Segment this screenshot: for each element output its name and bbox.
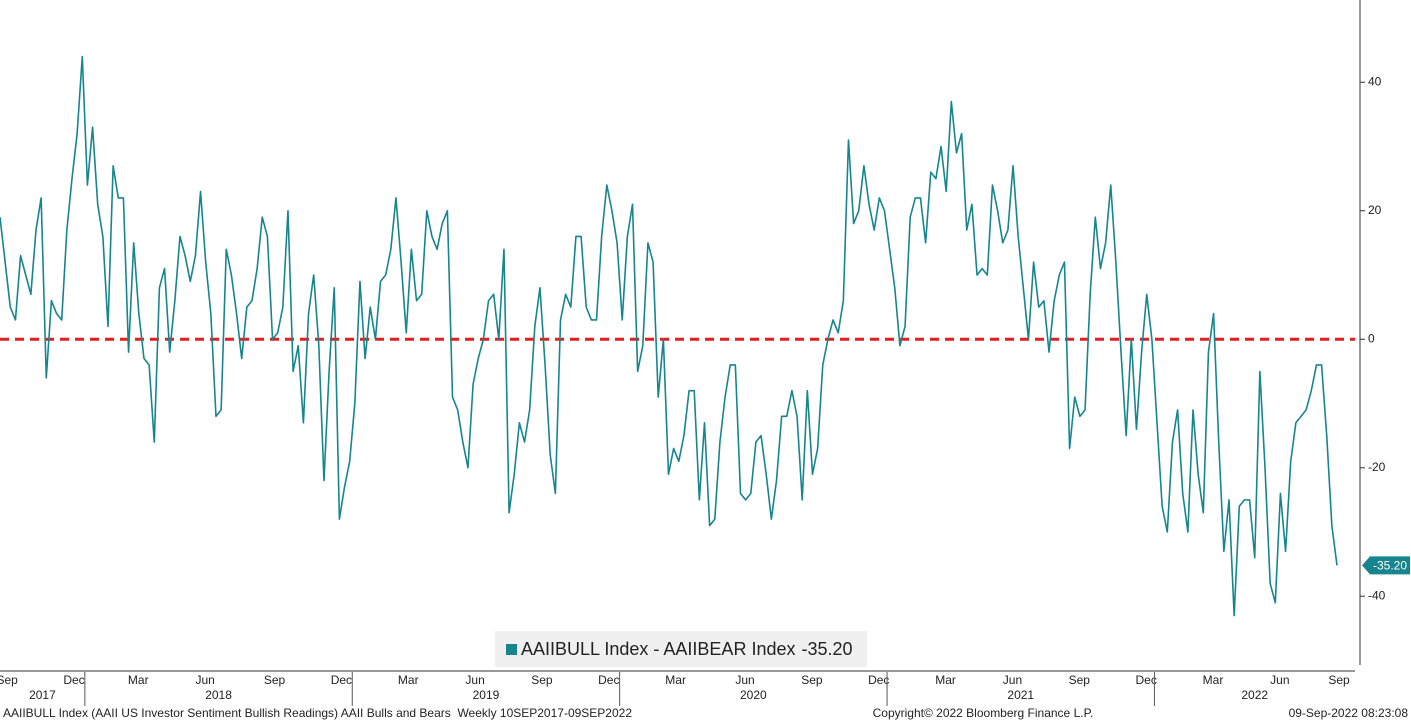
x-tick-label: Mar bbox=[398, 673, 419, 687]
last-value-flag bbox=[1362, 556, 1410, 575]
x-tick-label: Sep bbox=[1328, 673, 1350, 687]
footer-description: AAIIBULL Index (AAII US Investor Sentime… bbox=[3, 706, 632, 720]
x-tick-label: Sep bbox=[1069, 673, 1091, 687]
x-tick-label: Mar bbox=[1203, 673, 1224, 687]
year-label: 2021 bbox=[1007, 688, 1034, 702]
legend-name: AAIIBULL Index - AAIIBEAR Index bbox=[521, 639, 795, 659]
legend-swatch bbox=[506, 644, 517, 655]
x-tick-label: Dec bbox=[868, 673, 889, 687]
year-label: 2017 bbox=[29, 688, 56, 702]
legend-last-value: -35.20 bbox=[801, 639, 852, 659]
legend-label: AAIIBULL Index - AAIIBEAR Index -35.20 bbox=[521, 639, 853, 659]
y-tick-label: -20 bbox=[1368, 460, 1386, 474]
x-tick-label: Mar bbox=[665, 673, 686, 687]
year-label: 2019 bbox=[473, 688, 500, 702]
y-tick-label: 20 bbox=[1368, 203, 1382, 217]
x-tick-label: Sep bbox=[0, 673, 18, 687]
x-tick-label: Sep bbox=[531, 673, 553, 687]
x-tick-label: Mar bbox=[935, 673, 956, 687]
x-tick-label: Dec bbox=[1135, 673, 1156, 687]
x-tick-label: Mar bbox=[128, 673, 149, 687]
x-tick-label: Jun bbox=[735, 673, 754, 687]
x-tick-label: Sep bbox=[801, 673, 823, 687]
x-tick-label: Jun bbox=[195, 673, 214, 687]
footer-timestamp: 09-Sep-2022 08:23:08 bbox=[1289, 706, 1409, 720]
x-tick-label: Jun bbox=[1270, 673, 1289, 687]
series-line bbox=[0, 55, 1338, 617]
year-label: 2018 bbox=[205, 688, 232, 702]
x-tick-label: Jun bbox=[465, 673, 484, 687]
x-tick-label: Dec bbox=[331, 673, 352, 687]
x-tick-label: Dec bbox=[63, 673, 84, 687]
x-tick-label: Dec bbox=[598, 673, 619, 687]
footer-copyright: Copyright© 2022 Bloomberg Finance L.P. bbox=[873, 706, 1094, 720]
x-tick-label: Jun bbox=[1003, 673, 1022, 687]
x-tick-label: Sep bbox=[264, 673, 286, 687]
legend-box bbox=[495, 631, 867, 667]
year-label: 2020 bbox=[740, 688, 767, 702]
year-label: 2022 bbox=[1241, 688, 1268, 702]
last-value-label: -35.20 bbox=[1373, 559, 1407, 573]
y-tick-label: -40 bbox=[1368, 588, 1386, 602]
y-tick-label: 40 bbox=[1368, 74, 1382, 88]
y-tick-label: 0 bbox=[1368, 331, 1375, 345]
